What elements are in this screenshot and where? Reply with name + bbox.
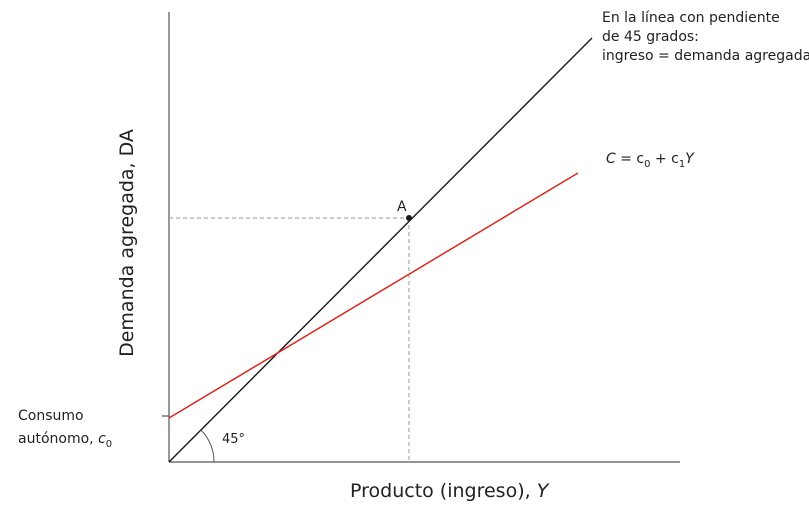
forty-five-note-line2: de 45 grados:: [602, 29, 699, 45]
intercept-label-sub: 0: [106, 439, 112, 450]
intercept-label: Consumo autónomo, c0: [18, 408, 112, 450]
consumption-line: [168, 172, 579, 419]
eq-C: C: [606, 151, 616, 167]
forty-five-degree-line: [168, 37, 593, 463]
eq-Y: Y: [685, 151, 695, 167]
y-axis-title: Demanda agregada, DA: [116, 129, 138, 357]
consumption-equation: C = c0 + c1Y: [606, 151, 695, 170]
point-A-marker: [406, 215, 412, 221]
forty-five-note: En la línea con pendiente de 45 grados: …: [602, 10, 809, 64]
x-axis-title-text: Producto (ingreso),: [350, 480, 537, 502]
x-axis-title-variable: Y: [537, 480, 550, 502]
forty-five-note-line3: ingreso = demanda agregada: [602, 48, 809, 64]
intercept-label-line1: Consumo: [18, 408, 84, 424]
x-axis-title: Producto (ingreso), Y: [350, 480, 550, 502]
intercept-label-var: c: [98, 431, 106, 447]
point-A-label: A: [397, 199, 407, 215]
forty-five-note-line1: En la línea con pendiente: [602, 10, 780, 26]
eq-equals-c: = c: [616, 151, 644, 167]
eq-plus-c: + c: [650, 151, 678, 167]
angle-arc: [200, 429, 215, 463]
eq-sub1: 1: [679, 159, 685, 170]
intercept-label-line2: autónomo,: [18, 431, 98, 447]
eq-sub0: 0: [644, 159, 650, 170]
angle-label: 45°: [222, 432, 245, 447]
